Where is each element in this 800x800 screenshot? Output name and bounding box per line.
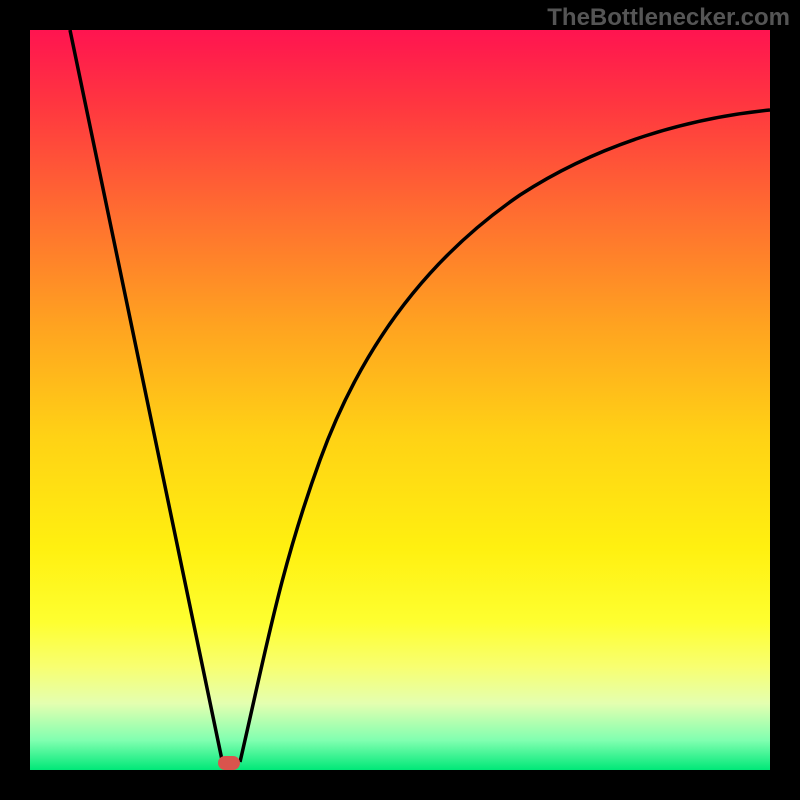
plot-background <box>30 30 770 770</box>
gradient-rect <box>30 30 770 770</box>
chart-container: TheBottlenecker.com <box>0 0 800 800</box>
watermark-text: TheBottlenecker.com <box>547 4 790 32</box>
